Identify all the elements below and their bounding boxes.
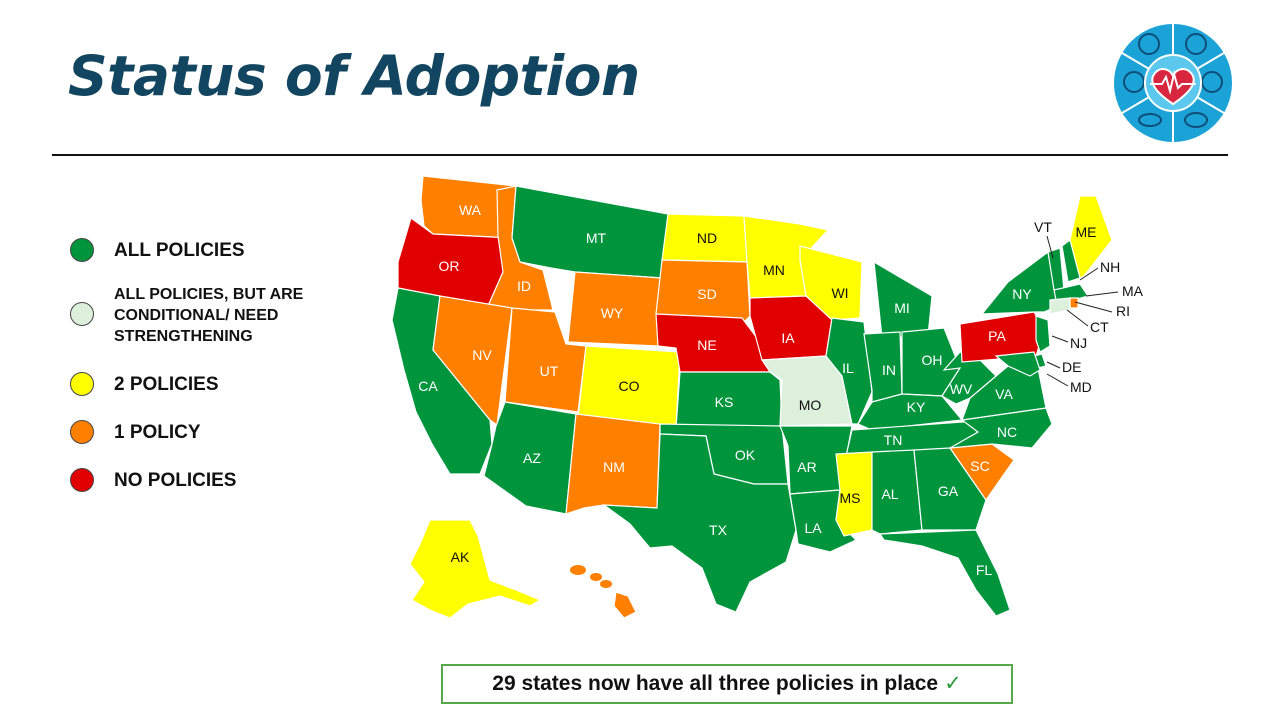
state-ga (913, 447, 987, 531)
state-sd (655, 259, 751, 325)
state-label-id: ID (517, 278, 531, 294)
football-icon (1184, 112, 1208, 128)
state-label-hi: HI (585, 597, 599, 613)
tennis-ball-icon (1201, 71, 1223, 93)
state-label-nv: NV (472, 347, 492, 363)
state-nv (432, 295, 513, 427)
state-label-mt: MT (586, 230, 607, 246)
state-label-ia: IA (781, 330, 795, 346)
state-label-az: AZ (523, 450, 541, 466)
state-ct (1049, 297, 1071, 315)
state-label-wi: WI (831, 285, 848, 301)
legend-label-one: 1 POLICY (114, 422, 201, 443)
state-label-wv: WV (950, 381, 973, 397)
state-ny (980, 250, 1059, 315)
hawaii-island-1 (570, 565, 586, 575)
state-label-ri: RI (1116, 303, 1130, 319)
title-divider (52, 154, 1228, 156)
hawaii-island-3 (600, 580, 612, 588)
legend-label-none: NO POLICIES (114, 470, 237, 491)
state-label-ok: OK (735, 447, 756, 463)
state-label-va: VA (995, 386, 1013, 402)
soccer-ball-icon (1123, 71, 1145, 93)
us-policy-map: WA OR CA ID NV MT WY UT AZ CO NM ND SD NE KS OK TX MN IA MO… (391, 175, 1144, 619)
state-label-tn: TN (884, 432, 903, 448)
state-label-me: ME (1076, 224, 1097, 240)
state-label-wy: WY (601, 305, 624, 321)
legend-swatch-none (70, 468, 94, 492)
state-label-ny: NY (1012, 286, 1032, 302)
state-label-vt: VT (1034, 219, 1052, 235)
state-label-sd: SD (697, 286, 716, 302)
state-label-al: AL (881, 486, 898, 502)
state-label-pa: PA (988, 328, 1006, 344)
state-label-nm: NM (603, 459, 625, 475)
legend-label-two: 2 POLICIES (114, 374, 219, 395)
state-label-la: LA (804, 520, 822, 536)
legend-label-all: ALL POLICIES (114, 240, 245, 261)
state-label-ma: MA (1122, 283, 1144, 299)
state-label-mi: MI (894, 300, 910, 316)
legend-swatch-one (70, 420, 94, 444)
checkmark-icon: ✓ (944, 672, 962, 695)
state-label-fl: FL (976, 562, 993, 578)
hawaii-island-2 (590, 573, 602, 581)
state-label-ky: KY (907, 399, 926, 415)
state-label-ct: CT (1090, 319, 1109, 335)
footer-summary-text: 29 states now have all three policies in… (492, 672, 939, 695)
state-label-ca: CA (418, 378, 438, 394)
state-label-nc: NC (997, 424, 1017, 440)
state-label-ms: MS (840, 490, 861, 506)
state-hi (613, 591, 637, 619)
baseball-icon (1185, 33, 1207, 55)
state-label-co: CO (619, 378, 640, 394)
legend-swatch-two (70, 372, 94, 396)
hockey-puck-icon (1138, 113, 1162, 127)
state-ma (1053, 283, 1089, 301)
state-nh (1061, 238, 1081, 283)
state-nc (949, 407, 1053, 449)
page-title: Status of Adoption (68, 44, 640, 108)
state-label-in: IN (882, 362, 896, 378)
heart-sports-icon (1114, 24, 1232, 142)
state-label-md: MD (1070, 379, 1092, 395)
state-label-ut: UT (540, 363, 559, 379)
state-al (871, 449, 923, 535)
state-label-or: OR (439, 258, 460, 274)
state-va (961, 365, 1047, 421)
state-label-mo: MO (799, 397, 822, 413)
legend-swatch-conditional (70, 302, 94, 326)
state-label-mn: MN (763, 262, 785, 278)
state-label-oh: OH (922, 352, 943, 368)
state-label-de: DE (1062, 359, 1081, 375)
state-label-nj: NJ (1070, 335, 1087, 351)
state-label-sc: SC (970, 458, 989, 474)
state-tx (602, 433, 797, 613)
state-label-ar: AR (797, 459, 816, 475)
state-label-wa: WA (459, 202, 482, 218)
heartbeat-line-icon (1150, 70, 1196, 95)
legend-swatch-all (70, 238, 94, 262)
state-label-il: IL (842, 360, 854, 376)
state-label-tx: TX (709, 522, 728, 538)
state-label-nd: ND (697, 230, 717, 246)
state-md (994, 351, 1041, 377)
state-label-ga: GA (938, 483, 959, 499)
state-label-ne: NE (697, 337, 716, 353)
legend-label-conditional: ALL POLICIES, BUT ARE CONDITIONAL/ NEED … (114, 286, 304, 345)
state-ak (409, 519, 542, 619)
state-label-nh: NH (1100, 259, 1120, 275)
state-fl (878, 529, 1011, 617)
state-nj (1035, 315, 1051, 353)
state-label-ak: AK (451, 549, 470, 565)
basketball-icon (1138, 33, 1160, 55)
state-label-ks: KS (715, 394, 734, 410)
footer-summary-box: 29 states now have all three policies in… (441, 664, 1013, 704)
